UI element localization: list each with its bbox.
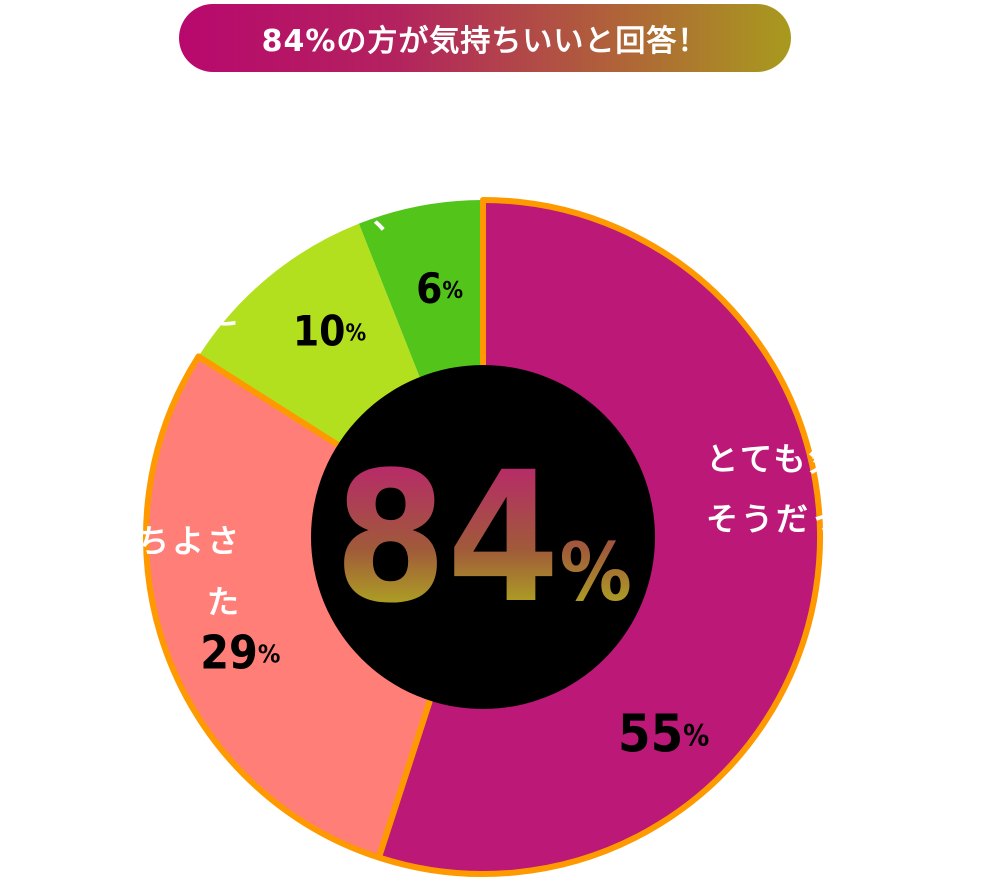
center-percentage: 84% bbox=[334, 434, 631, 643]
slice-4-value-label: 6% bbox=[416, 263, 463, 312]
slice-2-category-label: ちよさ bbox=[137, 522, 242, 560]
highlight-outline-2 bbox=[143, 353, 486, 861]
headline-banner: 84%の方が気持ちいいと回答！ bbox=[179, 4, 791, 72]
slice-2-category-label: た bbox=[207, 583, 242, 621]
slice-4-category-label: 、 bbox=[373, 198, 408, 236]
slice-1-value-label: 55% bbox=[618, 705, 709, 765]
slice-1-category-label: そうだっ bbox=[706, 500, 846, 538]
slice-2 bbox=[145, 356, 483, 858]
headline-text: 84%の方が気持ちいいと回答！ bbox=[261, 24, 709, 59]
center-hole bbox=[311, 365, 655, 709]
center-value: 84 bbox=[334, 434, 559, 643]
highlight-outline-1 bbox=[375, 197, 823, 877]
center-unit: % bbox=[560, 526, 632, 619]
slice-3-value-label: 10% bbox=[293, 306, 367, 355]
slice-1-category-label: とても気 bbox=[706, 440, 843, 478]
slice-2-value-label: 29% bbox=[200, 625, 280, 679]
slice-3-category-label: と bbox=[208, 294, 243, 332]
